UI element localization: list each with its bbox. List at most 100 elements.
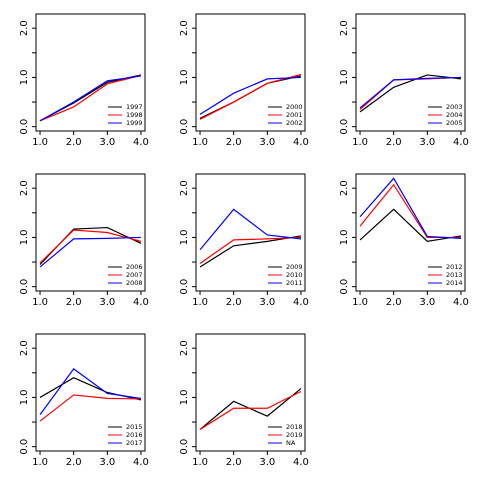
legend-label: 2003: [446, 103, 463, 111]
legend-label: 2005: [446, 119, 463, 127]
x-tick-label: 1.0: [192, 137, 208, 148]
legend-label: 2016: [126, 431, 143, 439]
y-tick-label: 0.0: [19, 279, 30, 295]
x-tick-label: 2.0: [66, 137, 82, 148]
series-line: [39, 368, 142, 416]
x-tick-label: 4.0: [453, 297, 469, 308]
x-tick-label: 3.0: [419, 137, 435, 148]
legend-label: 2019: [286, 431, 303, 439]
y-tick-label: 2.0: [179, 20, 190, 36]
x-tick-label: 2.0: [386, 137, 402, 148]
x-tick-label: 2.0: [226, 137, 242, 148]
x-tick-label: 4.0: [133, 137, 149, 148]
x-tick-label: 3.0: [259, 297, 275, 308]
y-tick-label: 0.0: [179, 439, 190, 455]
y-tick-label: 1.0: [179, 229, 190, 245]
legend-label: 2015: [126, 423, 143, 431]
x-tick-label: 3.0: [99, 297, 115, 308]
x-tick-label: 4.0: [453, 137, 469, 148]
x-tick-label: 2.0: [66, 297, 82, 308]
x-tick-label: 1.0: [192, 297, 208, 308]
x-tick-label: 4.0: [133, 297, 149, 308]
y-tick-label: 1.0: [339, 229, 350, 245]
legend-label: 2010: [286, 271, 303, 279]
legend-label: 2004: [446, 111, 463, 119]
series-line: [39, 74, 142, 122]
plot-box: [35, 13, 146, 132]
x-tick-label: 2.0: [226, 457, 242, 468]
series-line: [39, 236, 141, 268]
y-tick-label: 0.0: [179, 279, 190, 295]
x-tick-label: 4.0: [293, 297, 309, 308]
x-tick-label: 3.0: [99, 137, 115, 148]
x-tick-label: 1.0: [32, 297, 48, 308]
series-line: [39, 226, 142, 265]
y-tick-label: 2.0: [19, 180, 30, 196]
y-tick-label: 1.0: [19, 229, 30, 245]
legend-label: 2014: [446, 279, 463, 287]
x-tick-label: 3.0: [259, 137, 275, 148]
legend-label: 2001: [286, 111, 303, 119]
legend-label: 2002: [286, 119, 303, 127]
y-tick-label: 0.0: [19, 439, 30, 455]
legend-label: 2007: [126, 271, 143, 279]
series-line: [39, 229, 142, 264]
x-tick-label: 3.0: [99, 457, 115, 468]
series-line: [359, 177, 461, 240]
x-tick-label: 1.0: [352, 137, 368, 148]
y-tick-label: 0.0: [339, 119, 350, 135]
series-line: [39, 394, 141, 422]
legend-label: 2008: [126, 279, 143, 287]
legend-label: 2009: [286, 263, 303, 271]
y-tick-label: 0.0: [339, 279, 350, 295]
series-line: [199, 73, 302, 120]
x-tick-label: 2.0: [386, 297, 402, 308]
x-tick-label: 1.0: [32, 137, 48, 148]
x-tick-label: 3.0: [259, 457, 275, 468]
series-line: [359, 76, 461, 109]
x-tick-label: 4.0: [133, 457, 149, 468]
plot-box: [195, 13, 306, 132]
x-tick-label: 1.0: [352, 297, 368, 308]
x-tick-label: 4.0: [293, 457, 309, 468]
y-tick-label: 2.0: [19, 340, 30, 356]
y-tick-label: 1.0: [19, 389, 30, 405]
y-tick-label: 2.0: [19, 20, 30, 36]
series-line: [199, 236, 301, 265]
plot-box: [35, 333, 146, 452]
legend-label: 1998: [126, 111, 143, 119]
legend-label: 1997: [126, 103, 143, 111]
series-line: [199, 76, 301, 115]
plot-box: [195, 333, 306, 452]
y-tick-label: 1.0: [179, 389, 190, 405]
legend-label: 2017: [126, 439, 143, 447]
legend-label: 2006: [126, 263, 143, 271]
legend-label: 2012: [446, 263, 463, 271]
series-line: [199, 208, 302, 251]
plot-box: [355, 13, 466, 132]
y-tick-label: 1.0: [339, 69, 350, 85]
legend-label: 1999: [126, 119, 143, 127]
x-tick-label: 2.0: [226, 297, 242, 308]
plot-box: [355, 173, 466, 292]
series-line: [359, 183, 461, 239]
y-tick-label: 2.0: [179, 340, 190, 356]
legend-label: 2011: [286, 279, 303, 287]
x-tick-label: 1.0: [192, 457, 208, 468]
y-tick-label: 1.0: [179, 69, 190, 85]
y-tick-label: 2.0: [339, 180, 350, 196]
plot-box: [195, 173, 306, 292]
x-tick-label: 4.0: [293, 137, 309, 148]
series-line: [359, 74, 462, 113]
series-line: [359, 208, 462, 243]
legend-label: 2018: [286, 423, 303, 431]
series-line: [39, 75, 142, 122]
y-tick-label: 2.0: [339, 20, 350, 36]
legend-label: 2000: [286, 103, 303, 111]
y-tick-label: 0.0: [19, 119, 30, 135]
x-tick-label: 1.0: [32, 457, 48, 468]
legend-label: 2013: [446, 271, 463, 279]
series-line: [199, 390, 302, 430]
y-tick-label: 2.0: [179, 180, 190, 196]
